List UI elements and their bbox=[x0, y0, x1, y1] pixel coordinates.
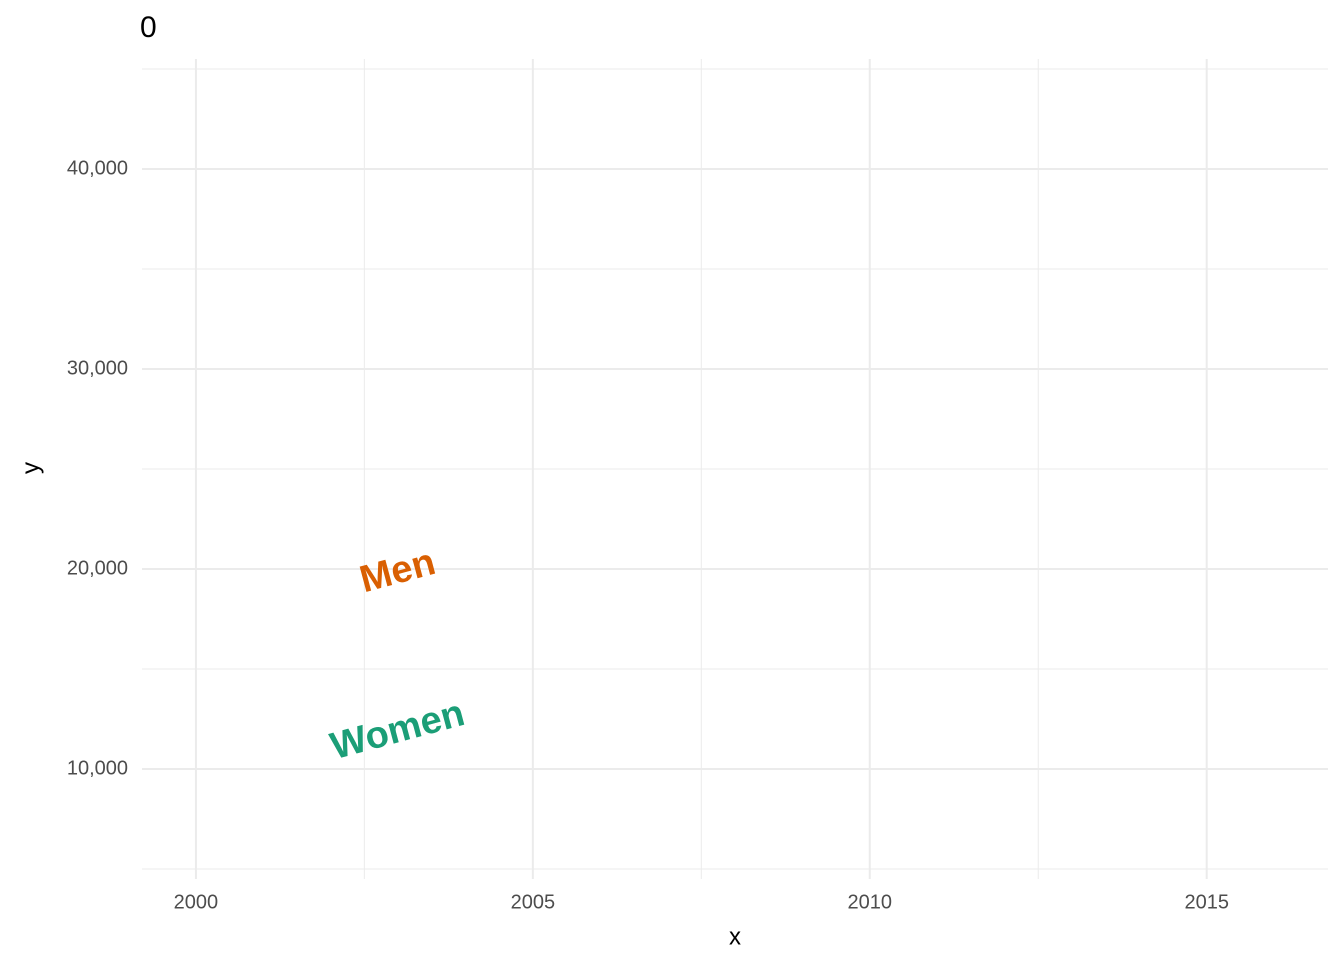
y-tick-label: 20,000 bbox=[67, 557, 128, 579]
y-tick-label: 40,000 bbox=[67, 157, 128, 179]
annotation: Women bbox=[326, 692, 469, 768]
y-axis-title: y bbox=[17, 462, 44, 474]
annotation: Men bbox=[355, 541, 439, 601]
x-tick-label: 2010 bbox=[848, 891, 893, 913]
x-tick-label: 2015 bbox=[1184, 891, 1229, 913]
y-tick-label: 10,000 bbox=[67, 757, 128, 779]
x-tick-label: 2005 bbox=[511, 891, 556, 913]
x-axis-title: x bbox=[729, 923, 741, 950]
chart-title: 0 bbox=[140, 11, 157, 44]
x-tick-label: 2000 bbox=[174, 891, 219, 913]
y-tick-label: 30,000 bbox=[67, 357, 128, 379]
